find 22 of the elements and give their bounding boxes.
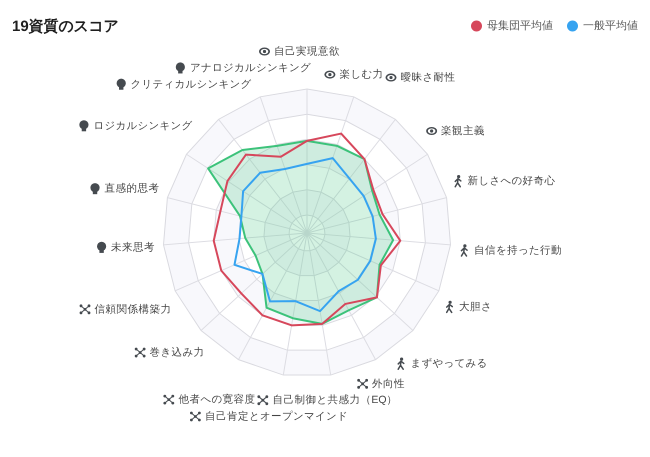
legend-label: 母集団平均値	[487, 20, 553, 32]
spoke-label: 大胆さ	[459, 300, 492, 313]
spoke-label: 信頼関係構築力	[94, 302, 172, 316]
spoke-label: クリティカルシンキング	[130, 78, 253, 90]
spoke-label: ロジカルシンキング	[93, 120, 194, 132]
spoke-label: 自己制御と共感力（EQ）	[272, 393, 398, 406]
spoke-label: 曖昧さ耐性	[400, 70, 456, 84]
spoke-label: 自己実現意欲	[274, 44, 340, 58]
chart-title: 19資質のスコア	[12, 17, 119, 35]
spoke-label: 未来思考	[111, 240, 156, 254]
spoke-label: 自己肯定とオープンマインド	[204, 409, 348, 422]
spoke-label: 自信を持った行動	[474, 244, 562, 256]
spoke-label: 楽しむ力	[339, 68, 384, 81]
spoke-label: 外向性	[372, 378, 406, 390]
spoke-label: 他者への寛容度	[178, 392, 256, 406]
spoke-label: 楽観主義	[441, 124, 486, 137]
spoke-label: 巻き込み力	[150, 346, 205, 359]
spoke-label: 新しさへの好奇心	[468, 174, 556, 188]
spoke-label: アナロジカルシンキング	[190, 62, 312, 74]
spoke-label: まずやってみる	[410, 356, 488, 370]
legend-label: 一般平均値	[583, 20, 638, 32]
spoke-label: 直感的思考	[104, 182, 160, 195]
